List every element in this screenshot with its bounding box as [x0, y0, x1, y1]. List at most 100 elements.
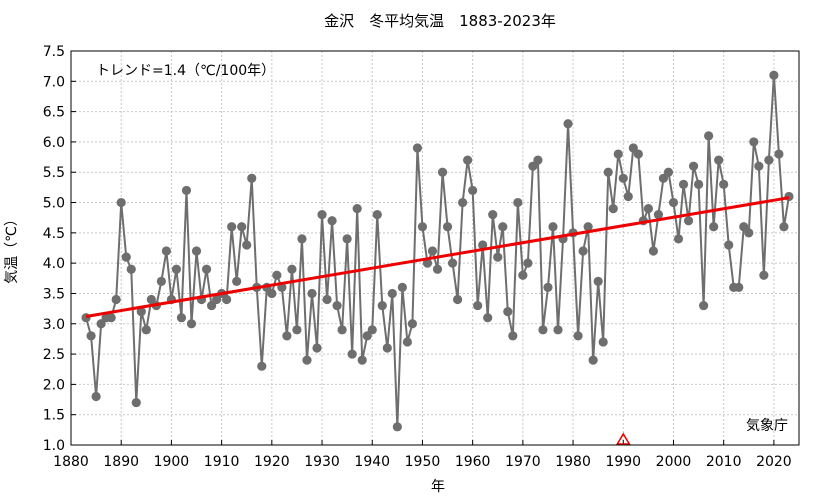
data-point: [578, 246, 588, 256]
data-point: [523, 258, 533, 268]
data-point: [699, 300, 709, 311]
data-point: [111, 294, 121, 305]
data-point: [643, 204, 653, 214]
y-tick-label: 6.0: [43, 135, 65, 151]
data-point: [86, 331, 96, 341]
data-point: [483, 313, 493, 323]
data-point: [779, 222, 789, 232]
y-tick-label: 4.0: [43, 256, 65, 272]
y-axis: 1.0 1.5 2.0 2.5 3.0 3.5 4.0 4.5 5.0 5.5 6.0 6.5 7.0 7…: [43, 44, 76, 454]
data-point: [161, 246, 171, 256]
data-point: [613, 149, 623, 159]
data-point: [508, 331, 518, 341]
data-point: [518, 270, 528, 280]
data-point: [282, 331, 292, 341]
trend-label: トレンド=1.4（℃/100年）: [96, 63, 275, 79]
data-point: [603, 167, 613, 177]
data-point: [382, 343, 392, 353]
data-point: [709, 222, 719, 232]
data-point: [171, 264, 182, 274]
y-tick-label: 4.5: [43, 226, 65, 242]
data-point: [402, 337, 412, 347]
data-point: [678, 179, 689, 189]
data-point: [206, 300, 217, 311]
data-point: [759, 270, 769, 280]
data-point: [463, 155, 473, 165]
data-point: [347, 349, 357, 359]
x-tick-label: 1930: [304, 454, 340, 470]
data-point: [704, 131, 714, 141]
trend-line-path: [85, 196, 790, 318]
data-point: [478, 240, 488, 250]
data-point: [141, 325, 151, 335]
data-point: [588, 355, 598, 365]
data-point: [232, 276, 242, 286]
data-point: [372, 210, 382, 220]
credit-label: 気象庁: [746, 418, 788, 434]
x-tick-label: 1950: [405, 454, 441, 470]
data-point: [452, 294, 463, 305]
data-point: [352, 204, 362, 214]
data-point: [191, 246, 202, 256]
data-point: [181, 185, 192, 196]
data-point: [719, 179, 729, 189]
x-tick-label: 1880: [53, 454, 89, 470]
data-point: [648, 246, 659, 256]
data-point: [322, 294, 332, 305]
data-point: [653, 210, 664, 220]
x-axis: 1880 1890 1900 1910 1920 1930 1940 1950 1960 1970…: [53, 440, 792, 470]
y-tick-label: 6.5: [43, 105, 65, 121]
data-point: [222, 294, 232, 305]
data-point: [498, 222, 508, 232]
x-tick-label: 1910: [204, 454, 240, 470]
data-point: [257, 361, 267, 371]
x-tick-label: 2010: [706, 454, 742, 470]
data-point: [442, 222, 453, 232]
data-point: [447, 258, 458, 268]
triangle-marker: [615, 432, 631, 445]
data-point: [628, 143, 638, 153]
data-point: [724, 240, 734, 250]
data-point: [362, 331, 372, 341]
y-tick-label: 7.5: [43, 44, 65, 60]
data-point: [136, 307, 146, 317]
data-point: [407, 319, 418, 329]
data-point: [663, 167, 674, 177]
data-point: [116, 197, 126, 208]
data-point: [739, 222, 749, 232]
data-point: [267, 288, 277, 299]
data-point: [272, 270, 282, 280]
data-point: [468, 185, 478, 196]
data-point: [673, 234, 684, 244]
y-tick-label: 7.0: [43, 74, 65, 90]
data-point: [332, 300, 342, 311]
x-tick-label: 1920: [254, 454, 290, 470]
x-tick-label: 1960: [455, 454, 491, 470]
data-points: [81, 70, 794, 432]
data-point: [297, 234, 307, 244]
data-point: [734, 282, 744, 292]
data-point: [287, 264, 297, 274]
data-point: [146, 294, 156, 305]
marker: [615, 432, 631, 445]
data-point: [237, 222, 247, 232]
data-point: [156, 276, 166, 286]
data-point: [302, 355, 312, 365]
data-point: [714, 155, 724, 165]
data-point: [573, 331, 583, 341]
data-point: [473, 300, 483, 311]
y-tick-label: 3.0: [43, 317, 65, 333]
data-point: [618, 173, 628, 183]
x-tick-label: 1990: [605, 454, 641, 470]
data-point: [503, 307, 513, 317]
data-point: [658, 173, 669, 183]
data-point: [422, 258, 433, 268]
chart-title: 金沢 冬平均気温 1883-2023年: [324, 12, 556, 30]
data-point: [121, 252, 131, 262]
data-point: [493, 252, 503, 262]
data-point: [693, 179, 704, 189]
data-point: [357, 355, 367, 365]
data-point: [593, 276, 603, 286]
data-point: [126, 264, 136, 274]
data-point: [528, 161, 538, 171]
